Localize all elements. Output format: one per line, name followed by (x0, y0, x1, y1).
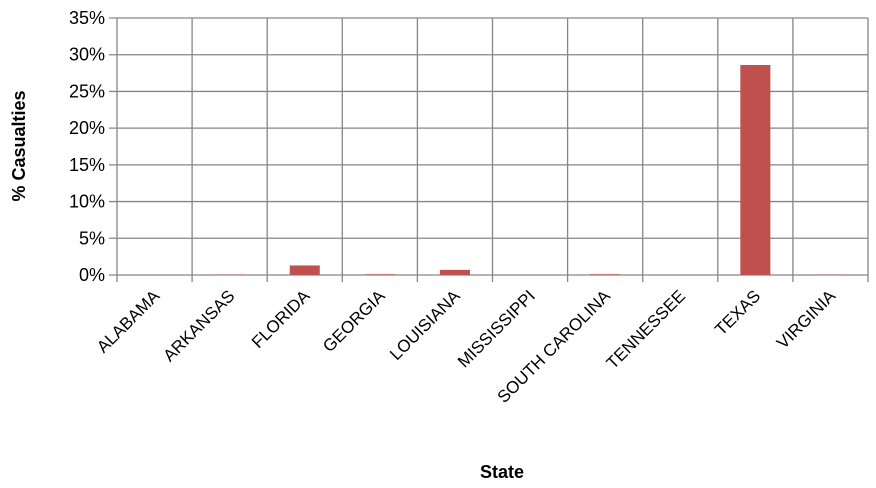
x-axis-title: State (480, 462, 524, 482)
y-axis-title: % Casualties (9, 90, 29, 201)
y-tick-label: 15% (69, 155, 105, 175)
y-tick-label: 10% (69, 192, 105, 212)
bars (214, 64, 846, 275)
x-tick-label: TEXAS (711, 286, 764, 339)
x-tick-label: LOUISIANA (386, 286, 464, 364)
x-tick-label: MISSISSIPPI (454, 286, 539, 371)
bar-south-carolina (590, 274, 621, 275)
y-tick-label: 20% (69, 118, 105, 138)
x-tick-label: VIRGINIA (773, 286, 840, 353)
x-tick-label: ARKANSAS (160, 286, 239, 365)
x-tick-label: ALABAMA (93, 286, 164, 357)
x-tick-label: TENNESSEE (603, 286, 689, 372)
x-tick-label: FLORIDA (248, 286, 314, 352)
bar-texas (740, 64, 771, 275)
y-tick-label: 25% (69, 81, 105, 101)
bar-louisiana (439, 269, 470, 275)
y-tick-label: 5% (79, 228, 105, 248)
bar-florida (289, 265, 320, 275)
bar-georgia (364, 274, 395, 275)
y-tick-label: 30% (69, 45, 105, 65)
x-tick-label: GEORGIA (319, 286, 389, 356)
gridlines (109, 17, 869, 282)
y-axis-tick-labels: 0% 5% 10% 15% 20% 25% 30% 35% (69, 8, 105, 285)
y-tick-label: 35% (69, 8, 105, 28)
y-tick-label: 0% (79, 265, 105, 285)
